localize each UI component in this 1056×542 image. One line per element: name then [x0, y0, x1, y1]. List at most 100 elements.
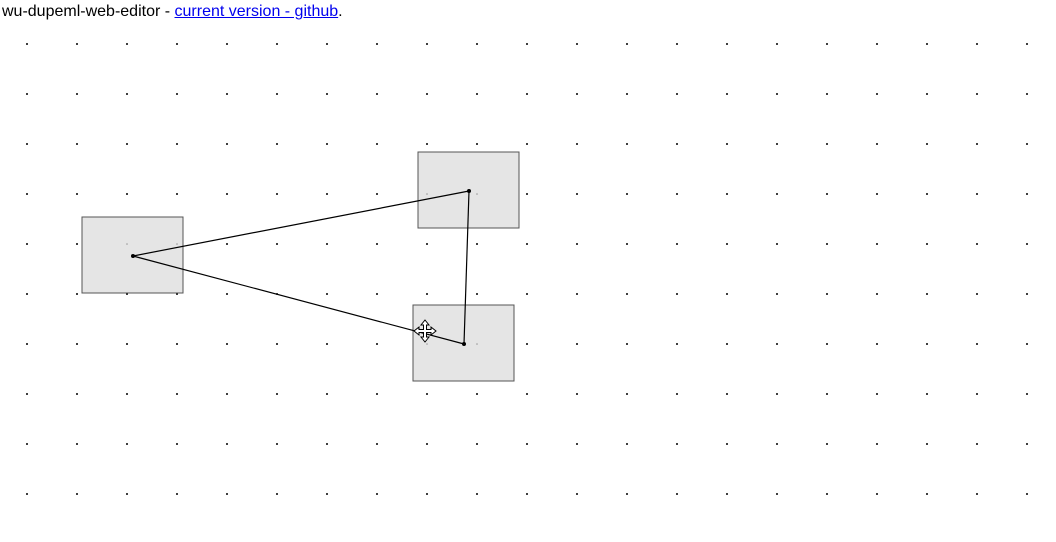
grid-dot: [376, 293, 378, 295]
grid-dot: [576, 343, 578, 345]
grid-dot: [126, 193, 128, 195]
grid-dot: [526, 93, 528, 95]
grid-dot: [326, 393, 328, 395]
grid-dot: [476, 393, 478, 395]
grid-dot: [626, 193, 628, 195]
grid-dot: [1026, 393, 1028, 395]
grid-dot: [676, 293, 678, 295]
grid-dot: [476, 493, 478, 495]
grid-dot: [826, 93, 828, 95]
grid-dot: [276, 43, 278, 45]
grid-dot: [176, 193, 178, 195]
grid-dot: [776, 143, 778, 145]
grid-dot: [776, 293, 778, 295]
grid-dot: [326, 193, 328, 195]
grid-dot: [226, 93, 228, 95]
edge-b-c[interactable]: [463, 190, 470, 345]
grid-dot: [76, 43, 78, 45]
grid-dot: [176, 93, 178, 95]
grid-dot: [926, 493, 928, 495]
grid-dot: [676, 393, 678, 395]
grid-dot: [526, 443, 528, 445]
grid-dot: [626, 493, 628, 495]
grid-dot: [976, 293, 978, 295]
grid-dot: [176, 343, 178, 345]
edge-a-b[interactable]: [132, 190, 470, 257]
grid-dot: [476, 43, 478, 45]
grid-dot: [26, 43, 28, 45]
grid-dot: [376, 93, 378, 95]
grid-dot: [776, 93, 778, 95]
grid-dot: [726, 143, 728, 145]
grid-dot: [776, 193, 778, 195]
grid-dot: [926, 93, 928, 95]
grid-dot: [576, 143, 578, 145]
grid-dot: [876, 93, 878, 95]
grid-dot: [476, 143, 478, 145]
grid-dot: [976, 43, 978, 45]
edge-a-c[interactable]: [132, 255, 465, 345]
grid-dot: [976, 343, 978, 345]
grid-dot: [1026, 443, 1028, 445]
grid-dot: [526, 193, 528, 195]
grid-dot: [276, 443, 278, 445]
grid-dot: [676, 443, 678, 445]
node-c[interactable]: [412, 304, 515, 382]
node-b-center-handle[interactable]: [467, 189, 471, 193]
grid-dot: [576, 93, 578, 95]
grid-dot: [226, 243, 228, 245]
node-a-center-handle[interactable]: [131, 254, 135, 258]
grid-dot: [526, 243, 528, 245]
grid-dot: [376, 443, 378, 445]
grid-dot: [976, 93, 978, 95]
grid-dot: [776, 243, 778, 245]
grid-dot: [26, 443, 28, 445]
grid-dot: [76, 93, 78, 95]
grid-dot: [226, 143, 228, 145]
grid-dot: [26, 193, 28, 195]
title-separator: -: [160, 3, 175, 20]
grid-dot: [26, 293, 28, 295]
grid-dot: [876, 493, 878, 495]
node-c-inner-dot-left: [426, 343, 428, 345]
grid-dot: [876, 293, 878, 295]
grid-dot: [926, 443, 928, 445]
grid-dot: [826, 293, 828, 295]
grid-dot: [776, 343, 778, 345]
grid-dot: [26, 243, 28, 245]
node-c-center-handle[interactable]: [462, 342, 466, 346]
grid-dot: [376, 43, 378, 45]
grid-dot: [876, 243, 878, 245]
grid-dot: [426, 443, 428, 445]
grid-dot: [576, 193, 578, 195]
grid-dot: [476, 93, 478, 95]
grid-dot: [126, 143, 128, 145]
grid-dot: [626, 143, 628, 145]
grid-dot: [376, 493, 378, 495]
grid-dot: [226, 443, 228, 445]
node-c-box[interactable]: [412, 304, 515, 382]
grid-dot: [326, 493, 328, 495]
grid-dot: [426, 243, 428, 245]
grid-dot: [976, 443, 978, 445]
grid-dot: [326, 293, 328, 295]
app-title: wu-dupeml-web-editor: [2, 3, 161, 20]
move-cursor-icon: [413, 319, 437, 343]
grid-dot: [676, 143, 678, 145]
grid-dot: [76, 493, 78, 495]
grid-dot: [776, 43, 778, 45]
grid-dot: [826, 143, 828, 145]
grid-dot: [226, 43, 228, 45]
grid-dot: [76, 393, 78, 395]
github-link[interactable]: current version - github: [174, 3, 339, 20]
grid-dot: [876, 43, 878, 45]
grid-dot: [226, 493, 228, 495]
node-b-inner-dot-right: [476, 193, 478, 195]
grid-dot: [576, 293, 578, 295]
node-a-inner-dot-left: [126, 243, 128, 245]
grid-dot: [1026, 43, 1028, 45]
grid-dot: [426, 493, 428, 495]
grid-dot: [876, 193, 878, 195]
grid-dot: [1026, 493, 1028, 495]
